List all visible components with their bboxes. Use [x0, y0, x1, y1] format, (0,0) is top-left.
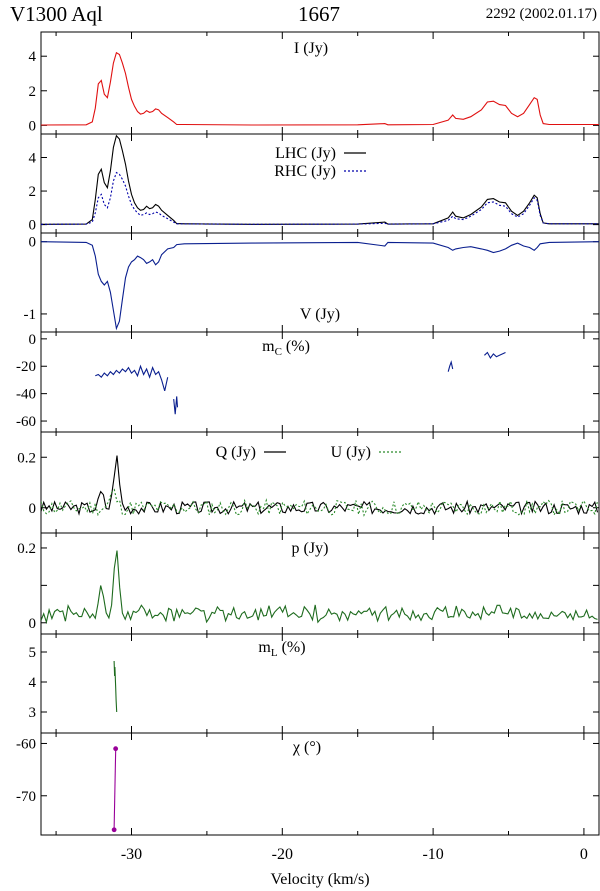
panel-frame — [40, 732, 600, 836]
x-tick-label: -30 — [121, 846, 142, 863]
legend-label: U (Jy) — [331, 444, 371, 461]
y-tick-label: 0 — [29, 501, 37, 517]
panel-lhc-rhc: 0 2 4 LHC (Jy)RHC (Jy) — [29, 133, 600, 234]
y-tick-label: -60 — [16, 414, 36, 430]
data-point — [111, 827, 117, 833]
series-line — [484, 351, 506, 360]
panel-title-sub: C — [275, 346, 282, 358]
y-tick-label: 4 — [29, 49, 37, 65]
data-point — [113, 746, 119, 752]
panel-ml: 3 4 5 mL (%) — [29, 633, 600, 734]
legend-label: LHC (Jy) — [275, 145, 336, 162]
panel-title: χ (°) — [292, 739, 321, 756]
panel-q-u: 0 0.2 Q (Jy) U (Jy) — [17, 431, 600, 534]
series-line — [95, 364, 169, 392]
x-tick-label: -10 — [422, 846, 443, 863]
panel-title: mL (%) — [258, 639, 305, 659]
line-frequency: 1667 — [298, 2, 340, 26]
panel-title-unit: (%) — [278, 639, 306, 656]
x-axis-label: Velocity (km/s) — [270, 871, 369, 888]
y-tick-label: 0.2 — [17, 450, 36, 466]
series-line — [41, 488, 599, 517]
x-tick-label: -20 — [272, 846, 293, 863]
panel-title: p (Jy) — [292, 540, 329, 557]
legend-label: Q (Jy) — [216, 444, 256, 461]
series-line — [113, 748, 117, 830]
panel-frame — [40, 331, 600, 433]
y-tick-label: 0 — [29, 218, 37, 234]
panel-title: V (Jy) — [300, 306, 340, 323]
y-tick-label: 0 — [29, 332, 37, 348]
panel-i: 0 2 4 I (Jy) — [29, 31, 600, 135]
y-tick-label: 0 — [29, 616, 37, 632]
y-tick-label: 2 — [29, 184, 37, 200]
y-tick-label: 2 — [29, 84, 37, 100]
y-tick-label: -20 — [16, 359, 36, 375]
x-tick-label: 0 — [580, 846, 588, 863]
panel-frame — [40, 633, 600, 734]
series-line — [41, 550, 598, 625]
series-line — [113, 660, 118, 713]
panel-chi: -60 -70 χ (°) — [16, 732, 600, 836]
panel-title: mC (%) — [262, 338, 310, 358]
panel-v: 0 -1 V (Jy) — [24, 232, 600, 333]
panel-p: 0 0.2 p (Jy) — [17, 532, 600, 635]
series-line — [41, 241, 599, 331]
y-tick-label: -1 — [24, 307, 37, 323]
panel-title-unit: (%) — [282, 338, 310, 355]
y-tick-label: -60 — [16, 736, 36, 752]
y-tick-label: 0 — [29, 235, 37, 251]
star-name: V1300 Aql — [10, 2, 103, 26]
series-line — [41, 171, 599, 225]
panel-title-sub: L — [271, 647, 278, 659]
series-line — [173, 396, 179, 415]
panel-frame — [40, 431, 600, 534]
y-tick-label: 0 — [29, 118, 37, 134]
y-tick-label: -40 — [16, 387, 36, 403]
y-tick-label: 0.2 — [17, 541, 36, 557]
series-line — [41, 134, 599, 225]
y-tick-label: 3 — [29, 705, 37, 721]
y-tick-label: 4 — [29, 675, 37, 691]
legend-label: RHC (Jy) — [274, 163, 336, 180]
panel-mc: 0 -20 -40 -60 mC (%) — [16, 331, 600, 433]
y-tick-label: 4 — [29, 150, 37, 166]
epoch-label: 2292 (2002.01.17) — [485, 6, 597, 22]
series-line — [41, 455, 599, 516]
series-line — [447, 360, 454, 372]
series-line — [41, 51, 599, 126]
y-tick-label: -70 — [16, 789, 36, 805]
panel-title: I (Jy) — [294, 40, 328, 57]
y-tick-label: 5 — [29, 645, 37, 661]
